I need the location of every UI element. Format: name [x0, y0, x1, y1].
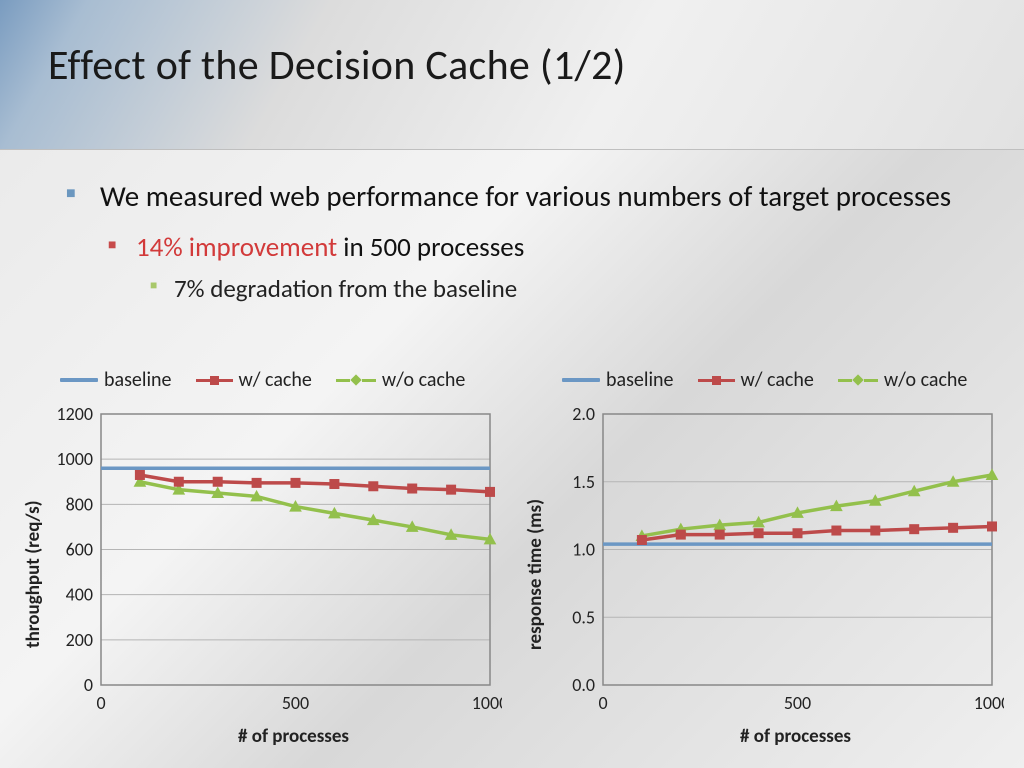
legend-label: w/ cache: [239, 368, 312, 392]
highlight-text: 14% improvement: [136, 231, 337, 264]
slide-header: Effect of the Decision Cache (1/2): [0, 0, 1024, 150]
legend-line-icon: [60, 378, 98, 382]
plot-area-left: 0 200 400 600 800 1000 1200 0 500 1000: [47, 400, 502, 717]
legend-marker-icon: [698, 376, 735, 385]
bullet-level-3: 7% degradation from the baseline: [56, 273, 968, 306]
chart-svg: 0.0 0.5 1.0 1.5 2.0 0 500 1000: [549, 400, 1004, 717]
svg-text:0: 0: [598, 692, 607, 714]
svg-text:1000: 1000: [974, 692, 1004, 714]
legend-marker-icon: [196, 376, 233, 385]
legend-baseline: baseline: [562, 368, 674, 392]
svg-text:0.0: 0.0: [572, 674, 595, 696]
slide-body: We measured web performance for various …: [0, 150, 1024, 305]
svg-text:1.0: 1.0: [572, 539, 595, 561]
chart-response-time: baseline w/ cache w/o cache response tim…: [522, 360, 1004, 748]
svg-text:0: 0: [96, 692, 105, 714]
bullet-2-rest: in 500 processes: [337, 231, 524, 264]
svg-text:2.0: 2.0: [572, 403, 595, 425]
legend-label: baseline: [606, 368, 674, 392]
svg-text:1000: 1000: [57, 448, 94, 470]
chart-svg: 0 200 400 600 800 1000 1200 0 500 1000: [47, 400, 502, 717]
x-axis-label: # of processes: [549, 717, 1004, 748]
svg-text:1.5: 1.5: [572, 471, 595, 493]
legend-right: baseline w/ cache w/o cache: [522, 360, 1004, 400]
legend-marker-icon: [838, 376, 878, 384]
svg-text:500: 500: [784, 692, 811, 714]
legend-wo-cache: w/o cache: [838, 368, 968, 392]
svg-text:400: 400: [66, 584, 93, 606]
svg-text:800: 800: [66, 493, 93, 515]
x-axis-label: # of processes: [47, 717, 502, 748]
y-axis-label: response time (ms): [522, 400, 549, 748]
svg-text:0.5: 0.5: [572, 606, 595, 628]
legend-marker-icon: [336, 376, 376, 384]
plot-area-right: 0.0 0.5 1.0 1.5 2.0 0 500 1000: [549, 400, 1004, 717]
legend-label: w/o cache: [884, 368, 968, 392]
svg-text:0: 0: [84, 674, 93, 696]
bullet-level-1: We measured web performance for various …: [56, 178, 968, 216]
svg-text:1200: 1200: [57, 403, 94, 425]
bullet-list: We measured web performance for various …: [56, 178, 968, 305]
legend-label: w/o cache: [382, 368, 466, 392]
legend-w-cache: w/ cache: [698, 368, 814, 392]
svg-text:200: 200: [66, 629, 93, 651]
legend-left: baseline w/ cache w/o cache: [20, 360, 502, 400]
svg-text:600: 600: [66, 539, 93, 561]
legend-label: baseline: [104, 368, 172, 392]
legend-line-icon: [562, 378, 600, 382]
legend-label: w/ cache: [741, 368, 814, 392]
y-axis-label: throughput (req/s): [20, 400, 47, 748]
bullet-level-2: 14% improvement in 500 processes: [56, 230, 968, 265]
legend-wo-cache: w/o cache: [336, 368, 466, 392]
svg-text:500: 500: [282, 692, 309, 714]
charts-row: baseline w/ cache w/o cache throughput (…: [20, 360, 1004, 748]
legend-baseline: baseline: [60, 368, 172, 392]
chart-throughput: baseline w/ cache w/o cache throughput (…: [20, 360, 502, 748]
legend-w-cache: w/ cache: [196, 368, 312, 392]
slide-title: Effect of the Decision Cache (1/2): [48, 40, 1024, 91]
svg-text:1000: 1000: [472, 692, 502, 714]
